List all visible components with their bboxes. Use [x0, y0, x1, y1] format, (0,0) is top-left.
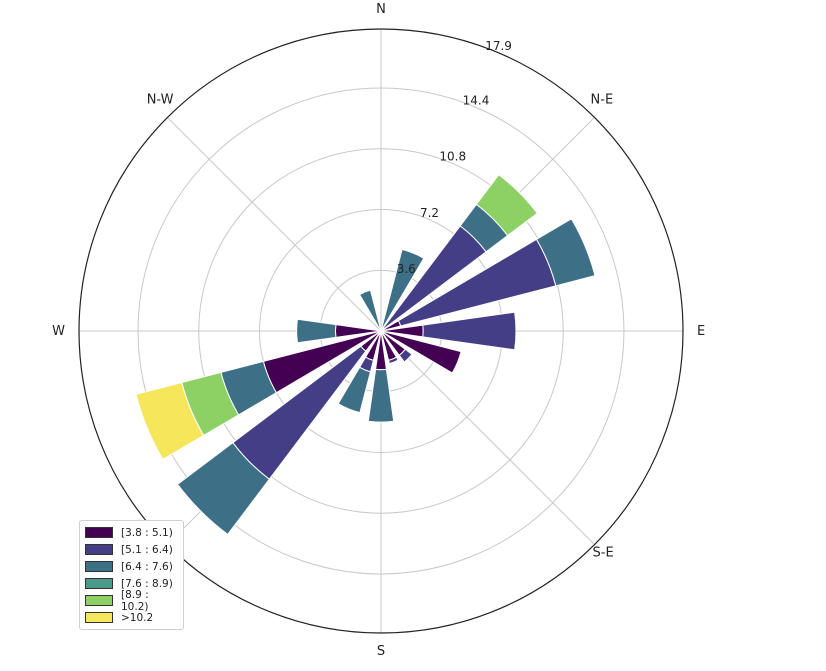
legend-label: [3.8 : 5.1): [121, 526, 173, 539]
bar-sector-6-bin-1: [398, 348, 413, 363]
legend: [3.8 : 5.1) [5.1 : 6.4) [6.4 : 7.6) [7.6 : …: [79, 520, 184, 630]
bar-sector-2-bin-4: [475, 173, 539, 237]
legend-swatch: [85, 527, 113, 538]
bar-sector-11-bin-5: [135, 381, 205, 461]
legend-label: >10.2: [121, 611, 154, 624]
legend-label: [6.4 : 7.6): [121, 560, 173, 573]
ring-tick-label: 17.9: [485, 39, 512, 53]
direction-label-n: N: [376, 2, 386, 17]
bar-sector-7-bin-1: [387, 356, 399, 365]
legend-label: [5.1 : 6.4): [121, 543, 173, 556]
ring-tick-label: 10.8: [439, 150, 466, 164]
bar-sector-5-bin-0: [380, 330, 462, 374]
grid-ring: [198, 148, 564, 514]
direction-label-s: S: [377, 644, 385, 659]
ring-tick-label: 14.4: [463, 94, 490, 108]
legend-item: [5.1 : 6.4): [85, 541, 178, 558]
direction-label-s-e: S-E: [593, 546, 614, 561]
direction-label-e: E: [697, 324, 705, 339]
bar-sector-12-bin-2: [296, 318, 337, 344]
legend-swatch: [85, 595, 113, 606]
bar-sector-8-bin-2: [367, 368, 395, 423]
ring-tick-label: 3.6: [397, 262, 416, 276]
legend-swatch: [85, 612, 113, 623]
outer-ring: [78, 28, 684, 634]
wind-bars: [135, 173, 596, 536]
bar-sector-9-bin-2: [337, 366, 372, 414]
legend-swatch: [85, 578, 113, 589]
bar-sector-10-bin-2: [176, 441, 271, 536]
legend-swatch: [85, 561, 113, 572]
legend-label: [7.6 : 8.9): [121, 577, 173, 590]
direction-label-n-w: N-W: [147, 92, 174, 107]
legend-swatch: [85, 544, 113, 555]
direction-label-n-e: N-E: [591, 92, 614, 107]
grid-ring: [137, 87, 625, 575]
legend-item: >10.2: [85, 609, 178, 626]
ring-tick-label: 7.2: [420, 206, 439, 220]
legend-item: [3.8 : 5.1): [85, 524, 178, 541]
legend-label: [8.9 : 10.2): [121, 588, 149, 613]
direction-label-w: W: [52, 324, 65, 339]
spoke-s-e: [380, 330, 595, 545]
legend-item: [8.9 : 10.2): [85, 589, 178, 613]
legend-item: [7.6 : 8.9): [85, 575, 178, 592]
legend-item: [6.4 : 7.6): [85, 558, 178, 575]
bar-sector-1-bin-2: [380, 248, 425, 332]
spoke-n-w: [167, 117, 382, 332]
bar-sector-4-bin-1: [422, 311, 517, 351]
chart-labels: 3.67.210.814.417.9NN-EES-ESS-WWN-W: [52, 2, 705, 659]
bar-sector-15-bin-2: [358, 289, 382, 332]
bar-sector-3-bin-2: [535, 218, 596, 287]
